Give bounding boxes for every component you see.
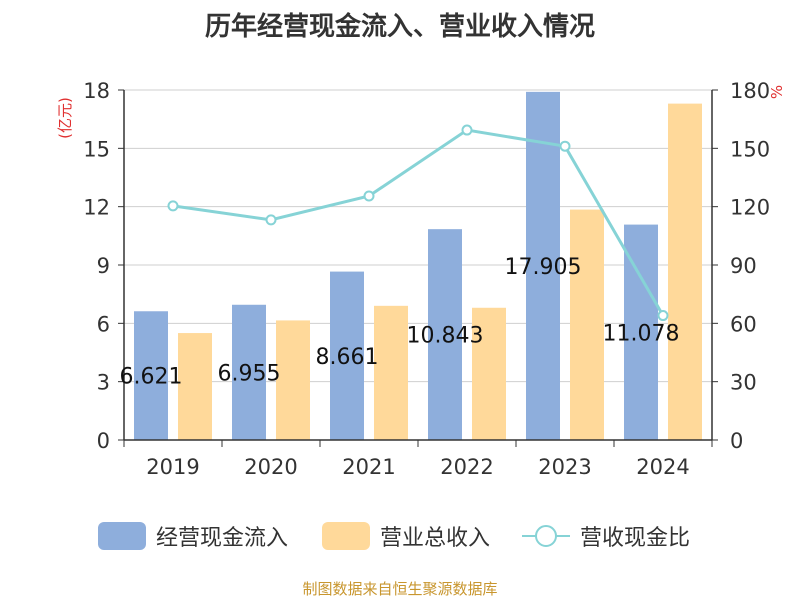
y-right-tick-label: 150 bbox=[730, 137, 770, 161]
legend-item-ratio[interactable]: 营收现金比 bbox=[522, 518, 690, 554]
y-left-tick-label: 0 bbox=[97, 429, 110, 453]
y-right-tick-label: 60 bbox=[730, 312, 757, 336]
bar-revenue-2024 bbox=[668, 103, 702, 440]
y-left-tick-label: 3 bbox=[97, 371, 110, 395]
x-tick-label: 2024 bbox=[636, 455, 689, 479]
legend-swatch-revenue bbox=[322, 522, 370, 550]
data-label-cash-inflow-2023: 17.905 bbox=[505, 255, 582, 280]
y-right-tick-label: 90 bbox=[730, 254, 757, 278]
source-note: 制图数据来自恒生聚源数据库 bbox=[302, 580, 498, 598]
y-left-tick-label: 12 bbox=[83, 196, 110, 220]
bar-revenue-2023 bbox=[570, 209, 604, 440]
bar-cash-inflow-2020 bbox=[232, 304, 266, 440]
legend-item-cash-inflow[interactable]: 经营现金流入 bbox=[98, 518, 288, 554]
bar-cash-inflow-2022 bbox=[428, 229, 462, 440]
chart-title: 历年经营现金流入、营业收入情况 bbox=[204, 12, 595, 42]
bar-revenue-2021 bbox=[374, 305, 408, 440]
y-left-tick-label: 6 bbox=[97, 312, 110, 336]
legend-label-revenue: 营业总收入 bbox=[380, 526, 491, 551]
line-ratio-point-2022 bbox=[461, 124, 473, 136]
line-ratio-point-2024 bbox=[657, 310, 669, 322]
y-left-tick-label: 18 bbox=[83, 79, 110, 103]
x-tick-label: 2021 bbox=[342, 455, 395, 479]
y-right-tick-label: 180 bbox=[730, 79, 770, 103]
x-tick-label: 2020 bbox=[244, 455, 297, 479]
bar-cash-inflow-2023 bbox=[526, 91, 560, 440]
data-label-cash-inflow-2022: 10.843 bbox=[407, 324, 484, 349]
bar-revenue-2020 bbox=[276, 320, 310, 440]
line-ratio-point-2020 bbox=[265, 214, 277, 226]
line-ratio bbox=[172, 128, 665, 317]
legend-label-cash-inflow: 经营现金流入 bbox=[156, 526, 289, 551]
line-ratio-point-2019 bbox=[167, 200, 179, 212]
bar-cash-inflow-2021 bbox=[330, 271, 364, 440]
x-tick-label: 2023 bbox=[538, 455, 591, 479]
data-label-cash-inflow-2020: 6.955 bbox=[218, 361, 281, 386]
legend: 经营现金流入 营业总收入 营收现金比 bbox=[0, 518, 800, 554]
y-right-tick-label: 120 bbox=[730, 196, 770, 220]
legend-swatch-cash-inflow bbox=[98, 522, 146, 550]
line-ratio-point-2023 bbox=[559, 140, 571, 152]
legend-item-revenue[interactable]: 营业总收入 bbox=[322, 518, 490, 554]
bar-revenue-2022 bbox=[472, 307, 506, 440]
y-left-tick-label: 9 bbox=[97, 254, 110, 278]
legend-label-ratio: 营收现金比 bbox=[580, 526, 691, 551]
y-right-tick-label: 0 bbox=[730, 429, 743, 453]
y-left-tick-label: 15 bbox=[83, 137, 110, 161]
x-tick-label: 2022 bbox=[440, 455, 493, 479]
y-right-unit-label: % bbox=[768, 85, 786, 99]
data-label-cash-inflow-2021: 8.661 bbox=[316, 345, 379, 370]
y-left-unit-label: (亿元) bbox=[56, 97, 74, 139]
bar-cash-inflow-2019 bbox=[134, 311, 168, 440]
x-tick-label: 2019 bbox=[146, 455, 199, 479]
data-label-cash-inflow-2024: 11.078 bbox=[603, 321, 680, 346]
line-ratio-point-2021 bbox=[363, 190, 375, 202]
bar-revenue-2019 bbox=[178, 333, 212, 440]
legend-swatch-ratio bbox=[522, 522, 570, 550]
y-right-tick-label: 30 bbox=[730, 371, 757, 395]
data-label-cash-inflow-2019: 6.621 bbox=[120, 365, 183, 390]
